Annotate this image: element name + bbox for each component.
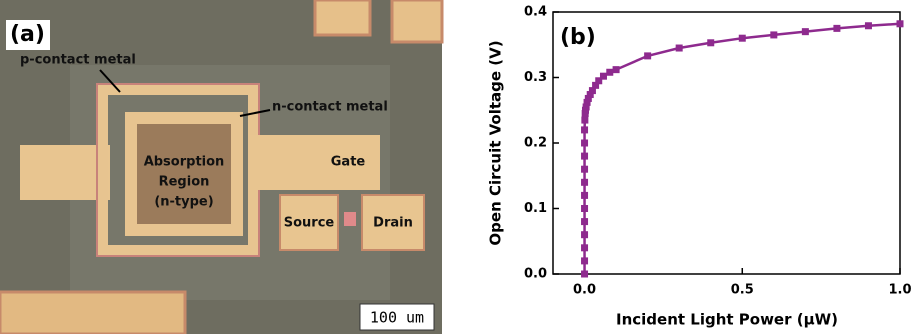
gate-label: Gate <box>331 155 366 170</box>
pad <box>392 0 442 42</box>
point <box>581 192 588 199</box>
panel-label: (b) <box>560 25 596 50</box>
point <box>897 20 904 27</box>
point <box>581 218 588 225</box>
point <box>581 244 588 251</box>
point <box>581 140 588 147</box>
y-tick-label: 0.4 <box>524 5 547 20</box>
drain-label: Drain <box>373 216 413 231</box>
point <box>770 31 777 38</box>
plot-frame <box>553 12 900 274</box>
point <box>676 45 683 52</box>
point <box>644 52 651 59</box>
scale-label: 100 um <box>370 309 424 327</box>
chart: (b) Incident Light Power (μW) Open Circu… <box>487 5 912 329</box>
figure: (a) p-contact metal n-contact metal Abso… <box>0 0 916 334</box>
series-line <box>585 24 900 274</box>
y-tick-label: 0.2 <box>524 136 547 151</box>
pad <box>315 0 370 35</box>
absorption-label: Region <box>159 175 210 190</box>
x-tick-label: 1.0 <box>888 283 911 298</box>
point <box>865 22 872 29</box>
point <box>581 271 588 278</box>
x-tick-label: 0.5 <box>731 283 754 298</box>
point <box>581 231 588 238</box>
absorption-label: (n-type) <box>154 195 213 210</box>
y-tick-label: 0.0 <box>524 267 547 282</box>
p-contact-label: p-contact metal <box>20 53 136 68</box>
x-axis-title: Incident Light Power (μW) <box>616 311 838 329</box>
point <box>581 153 588 160</box>
point <box>581 257 588 264</box>
point <box>581 126 588 133</box>
y-axis-title: Open Circuit Voltage (V) <box>487 40 505 245</box>
y-tick-label: 0.1 <box>524 201 547 216</box>
point <box>581 205 588 212</box>
point <box>581 117 588 124</box>
point <box>802 28 809 35</box>
y-tick-label: 0.3 <box>524 70 547 85</box>
point <box>581 166 588 173</box>
pad <box>0 292 185 334</box>
n-contact-label: n-contact metal <box>272 100 388 115</box>
point <box>739 35 746 42</box>
point <box>581 179 588 186</box>
panel-label: (a) <box>10 22 45 47</box>
absorption-label: Absorption <box>144 155 225 170</box>
point <box>707 39 714 46</box>
point <box>833 25 840 32</box>
source-label: Source <box>284 216 335 231</box>
micrograph: (a) p-contact metal n-contact metal Abso… <box>0 0 442 334</box>
point <box>600 73 607 80</box>
point <box>606 69 613 76</box>
point <box>613 66 620 73</box>
channel <box>344 212 356 226</box>
x-tick-label: 0.0 <box>573 283 596 298</box>
